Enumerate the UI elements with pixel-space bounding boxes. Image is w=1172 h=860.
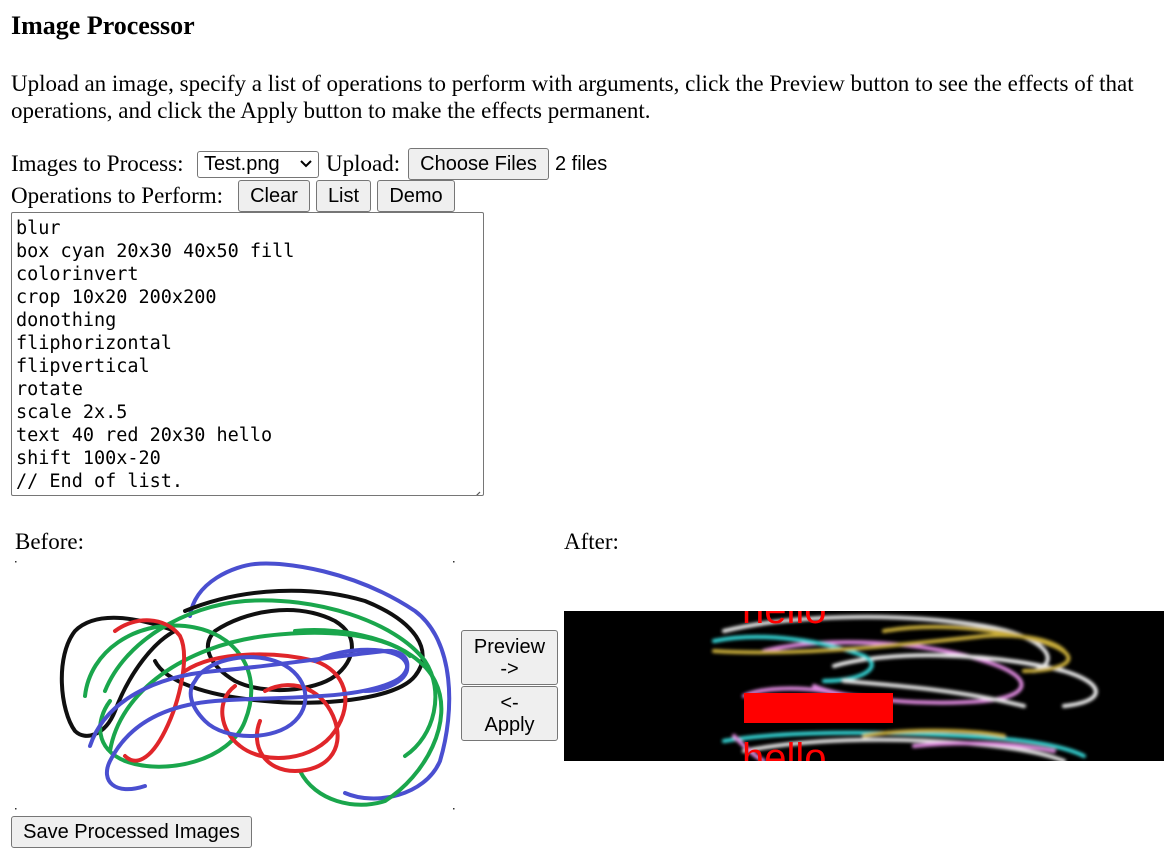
preview-button[interactable]: Preview -> — [461, 630, 558, 685]
operation-line: text 40 red 20x30 hello — [16, 425, 273, 446]
operation-line: colorinvert — [16, 264, 139, 285]
operation-line: crop 10x20 200x200 — [16, 287, 217, 308]
operation-line: rotate — [16, 379, 83, 400]
before-image — [15, 561, 455, 811]
page-title: Image Processor — [11, 11, 195, 40]
upload-label: Upload: — [326, 151, 401, 176]
after-text-bottom: hello — [742, 736, 827, 761]
after-text-top: hello — [742, 611, 827, 632]
operations-textarea[interactable]: blur box cyan 20x30 40x50 fill colorinvert… — [11, 212, 484, 496]
save-processed-images-button[interactable]: Save Processed Images — [11, 816, 252, 848]
operation-line: box cyan 20x30 40x50 fill — [16, 241, 295, 262]
apply-button[interactable]: <- Apply — [461, 686, 558, 741]
upload-status: 2 files — [555, 153, 608, 175]
choose-files-button[interactable]: Choose Files — [408, 148, 549, 180]
operation-line: flipvertical — [16, 356, 150, 377]
operations-label: Operations to Perform: — [11, 183, 224, 208]
image-select[interactable]: Test.png — [197, 151, 319, 178]
resize-handle-icon[interactable] — [469, 481, 481, 495]
operation-line: fliphorizontal — [16, 333, 172, 354]
images-label: Images to Process: — [11, 151, 184, 176]
operation-line: shift 100x-20 — [16, 448, 161, 469]
clear-button[interactable]: Clear — [238, 180, 310, 212]
after-image: hello hello — [564, 611, 1164, 761]
page-description: Upload an image, specify a list of opera… — [11, 71, 1134, 123]
list-button[interactable]: List — [316, 180, 371, 212]
operation-line: scale 2x.5 — [16, 402, 128, 423]
before-label: Before: — [15, 529, 84, 554]
demo-button[interactable]: Demo — [377, 180, 455, 212]
chevron-down-icon — [300, 153, 312, 182]
operation-line: blur — [16, 218, 61, 239]
after-label: After: — [564, 529, 619, 554]
image-select-value: Test.png — [204, 153, 280, 175]
operation-line: // End of list. — [16, 471, 184, 492]
operation-line: donothing — [16, 310, 117, 331]
